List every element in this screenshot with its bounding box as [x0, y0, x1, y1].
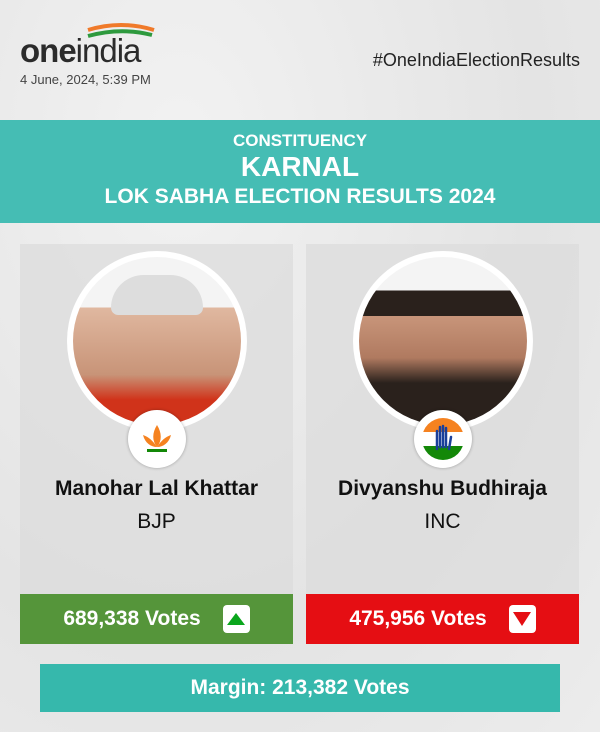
votes-bar: 689,338 Votes — [20, 594, 293, 644]
vote-count: 475,956 Votes — [349, 607, 487, 630]
candidate-name: Divyanshu Budhiraja — [338, 477, 547, 500]
candidate-name: Manohar Lal Khattar — [54, 477, 259, 500]
lotus-icon — [128, 410, 186, 468]
constituency-label: CONSTITUENCY — [232, 131, 368, 150]
candidate-photo — [353, 251, 533, 431]
hand-icon — [414, 410, 472, 468]
vote-count: 689,338 Votes — [63, 607, 201, 630]
arrow-up-icon — [222, 605, 250, 633]
constituency-name: KARNAL — [240, 151, 360, 182]
arrow-down-icon — [508, 605, 536, 633]
margin-bar: Margin: 213,382 Votes — [40, 664, 560, 712]
hashtag: #OneIndiaElectionResults — [372, 50, 580, 70]
candidate-party: BJP — [137, 510, 176, 533]
candidate-party: INC — [424, 510, 461, 533]
candidate-photo — [67, 251, 247, 431]
constituency-banner: CONSTITUENCY KARNAL LOK SABHA ELECTION R… — [0, 120, 600, 223]
candidate-card: Manohar Lal Khattar BJP 689,338 Votes — [20, 244, 293, 644]
votes-bar: 475,956 Votes — [306, 594, 579, 644]
timestamp: 4 June, 2024, 5:39 PM — [20, 72, 151, 87]
candidate-card: Divyanshu Budhiraja INC 475,956 Votes — [306, 244, 579, 644]
oneindia-logo: oneindia — [20, 22, 160, 70]
election-title: LOK SABHA ELECTION RESULTS 2024 — [104, 185, 496, 208]
